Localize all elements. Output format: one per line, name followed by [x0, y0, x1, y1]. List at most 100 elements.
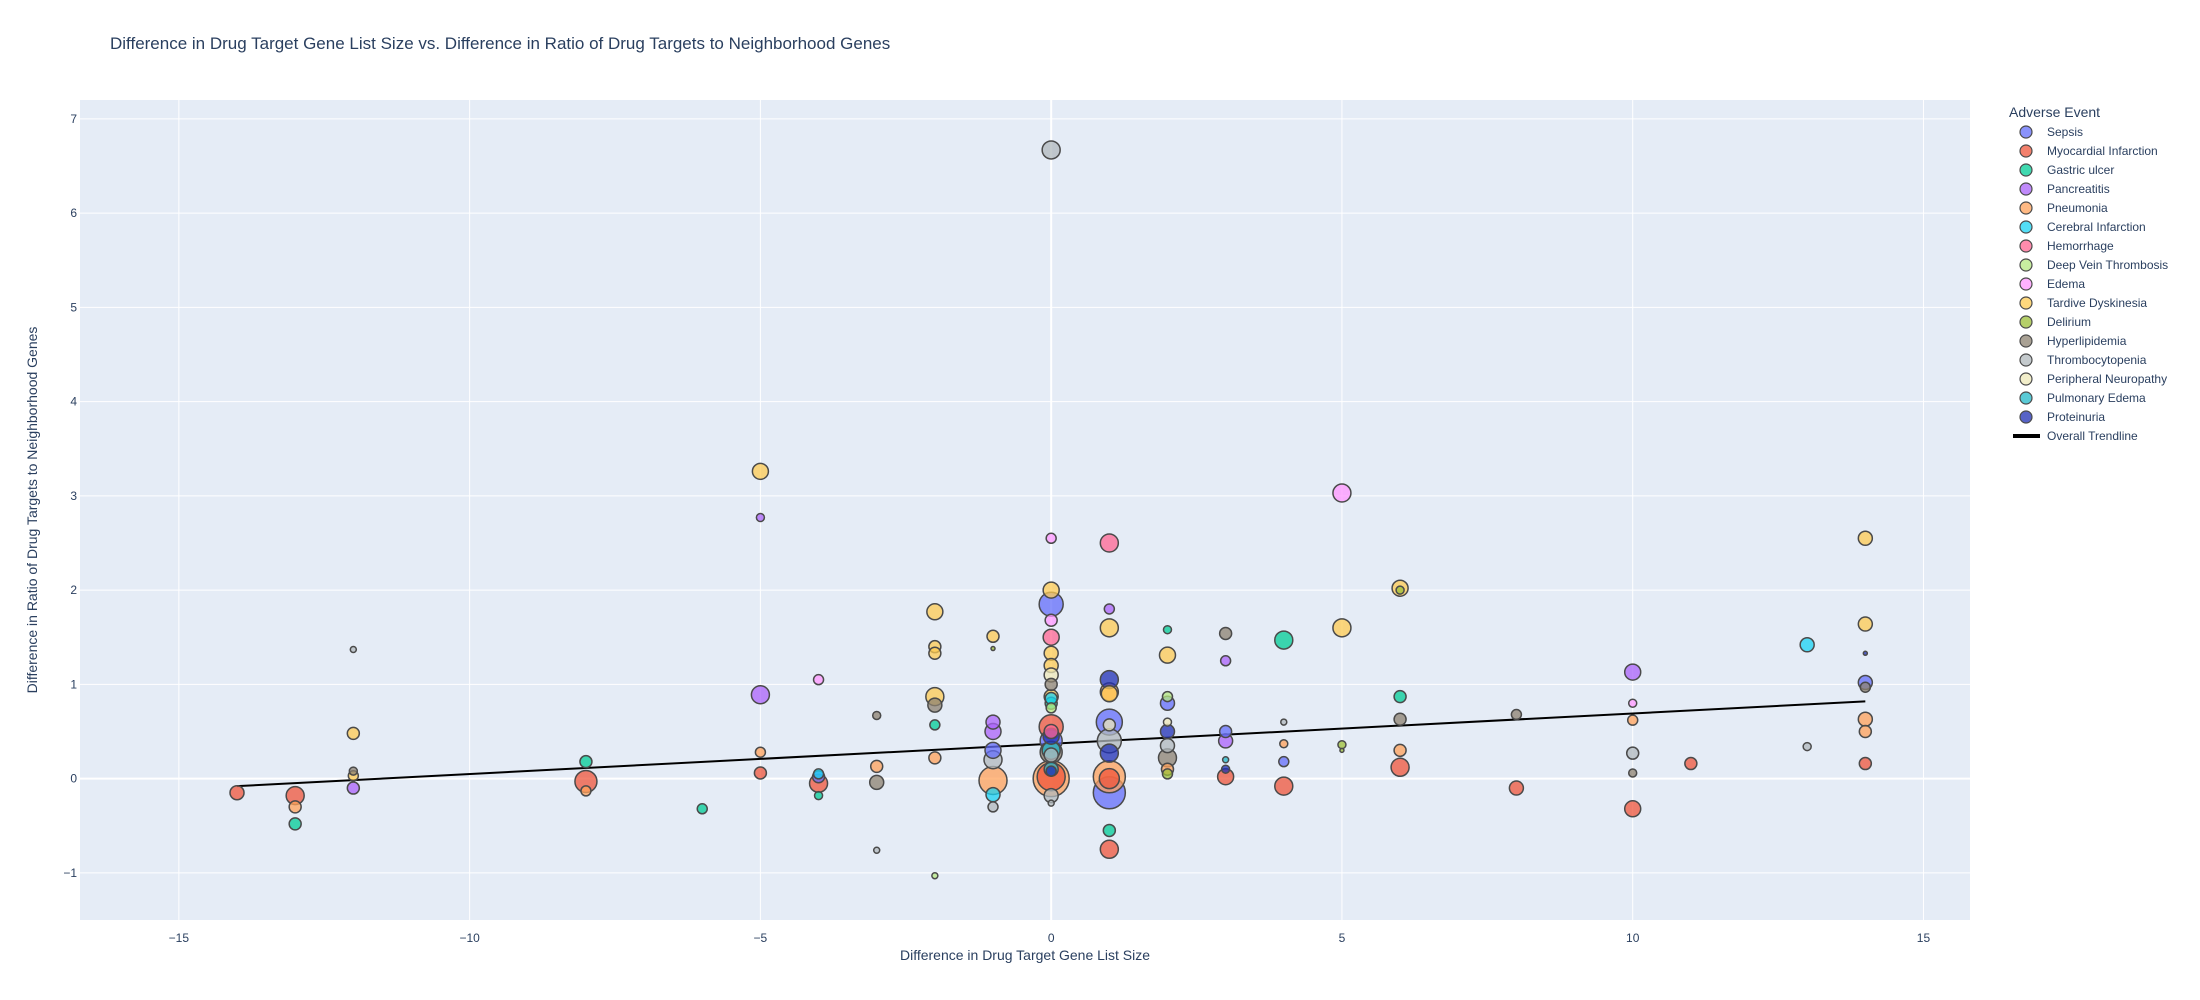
data-point-gastric-ulcer — [1274, 630, 1294, 650]
legend-label: Deep Vein Thrombosis — [2047, 258, 2168, 272]
legend-marker — [2019, 258, 2033, 272]
y-tick-label: 4 — [70, 395, 77, 409]
data-point-peripheral-neuropathy — [1102, 718, 1117, 732]
data-point-myocardial-infarction — [1098, 767, 1121, 790]
legend-marker — [2019, 201, 2033, 215]
y-tick-label: 2 — [70, 583, 77, 597]
data-point-pancreatitis — [346, 781, 361, 795]
y-tick-label: 7 — [70, 112, 77, 126]
data-point-gastric-ulcer — [1393, 689, 1407, 704]
data-point-cerebral-infarction — [812, 768, 825, 780]
data-point-tardive-dyskinesia — [1100, 685, 1119, 703]
data-point-delirium — [1395, 585, 1405, 595]
legend-label: Gastric ulcer — [2047, 163, 2114, 177]
data-point-delirium — [1339, 747, 1345, 754]
data-point-thrombocytopenia — [1802, 741, 1812, 752]
legend-marker — [2019, 296, 2033, 310]
data-point-myocardial-infarction — [1623, 800, 1642, 818]
data-point-gastric-ulcer — [1102, 823, 1117, 838]
legend-marker — [2019, 410, 2033, 424]
data-point-hyperlipidemia — [1510, 708, 1523, 721]
data-point-pneumonia — [1626, 714, 1639, 726]
x-tick-label: −15 — [169, 931, 190, 945]
data-point-hemorrhage — [1043, 723, 1059, 740]
data-point-thrombocytopenia — [987, 801, 999, 813]
data-point-pancreatitis — [1623, 663, 1642, 681]
legend-marker — [2019, 372, 2033, 386]
legend-marker — [2019, 239, 2033, 253]
data-point-proteinuria — [1220, 764, 1231, 774]
data-point-delirium — [1337, 739, 1347, 750]
legend-label: Proteinuria — [2047, 410, 2105, 424]
x-tick-label: 15 — [1917, 931, 1931, 945]
data-point-thrombocytopenia — [1625, 746, 1640, 760]
data-point-peripheral-neuropathy — [1162, 717, 1173, 727]
data-point-edema — [1627, 698, 1638, 708]
data-point-sepsis — [1218, 724, 1233, 739]
data-point-hyperlipidemia — [1044, 677, 1058, 692]
data-point-deep-vein-thrombosis — [931, 871, 939, 880]
data-point-pneumonia — [1393, 743, 1407, 758]
legend-marker — [2019, 334, 2033, 348]
data-point-pneumonia — [754, 746, 767, 758]
data-point-hyperlipidemia — [927, 697, 943, 713]
y-axis-ticks: −1 0 1 2 3 4 5 6 7 — [63, 112, 77, 880]
data-point-deep-vein-thrombosis — [1045, 702, 1057, 714]
data-point-pancreatitis — [985, 714, 1001, 730]
data-point-myocardial-infarction — [229, 785, 245, 801]
data-point-proteinuria — [1045, 765, 1057, 777]
data-point-hyperlipidemia — [1627, 768, 1638, 778]
data-point-delirium — [990, 645, 996, 652]
legend-label: Pancreatitis — [2047, 182, 2110, 196]
data-point-thrombocytopenia — [872, 846, 881, 855]
data-point-pneumonia — [869, 759, 884, 774]
legend-marker — [2019, 220, 2033, 234]
data-point-tardive-dyskinesia — [1857, 530, 1874, 547]
legend-marker — [2019, 163, 2033, 177]
data-point-hemorrhage — [1042, 628, 1060, 646]
data-point-pancreatitis — [1103, 603, 1116, 615]
chart-title: Difference in Drug Target Gene List Size… — [110, 34, 890, 53]
data-point-pneumonia — [1279, 738, 1289, 749]
legend-marker — [2019, 391, 2033, 405]
x-tick-label: 5 — [1339, 931, 1346, 945]
data-point-tardive-dyskinesia — [1857, 616, 1874, 632]
data-point-gastric-ulcer — [696, 803, 708, 815]
data-point-tardive-dyskinesia — [928, 646, 942, 661]
x-axis-ticks: −15 −10 −5 0 5 10 15 — [169, 931, 1931, 945]
data-point-pneumonia — [928, 751, 942, 765]
data-point-hyperlipidemia — [1218, 626, 1233, 641]
data-point-hyperlipidemia — [1393, 712, 1407, 726]
legend-marker — [2019, 182, 2033, 196]
data-point-thrombocytopenia — [349, 645, 358, 654]
legend-label: Overall Trendline — [2047, 429, 2138, 443]
data-point-tardive-dyskinesia — [986, 629, 1000, 644]
data-point-myocardial-infarction — [753, 766, 768, 780]
data-point-pneumonia — [1857, 711, 1874, 727]
data-points — [229, 140, 1874, 880]
data-point-thrombocytopenia — [1043, 747, 1059, 763]
data-point-gastric-ulcer — [1162, 624, 1173, 635]
data-point-hyperlipidemia — [348, 766, 359, 776]
data-point-tardive-dyskinesia — [751, 462, 770, 481]
legend-label: Hyperlipidemia — [2047, 334, 2127, 348]
data-point-tardive-dyskinesia — [1158, 646, 1177, 664]
y-tick-label: 1 — [70, 677, 77, 691]
data-point-tardive-dyskinesia — [1042, 581, 1060, 599]
legend: Adverse Event Sepsis Myocardial Infarctio… — [2009, 104, 2168, 443]
data-point-myocardial-infarction — [1684, 756, 1698, 771]
x-tick-label: −10 — [459, 931, 480, 945]
data-point-tardive-dyskinesia — [346, 726, 361, 741]
legend-marker — [2019, 277, 2033, 291]
x-tick-label: 0 — [1048, 931, 1055, 945]
legend-label: Pulmonary Edema — [2047, 391, 2146, 405]
legend-label: Delirium — [2047, 315, 2091, 329]
data-point-thrombocytopenia — [1041, 140, 1061, 160]
data-point-gastric-ulcer — [929, 719, 941, 731]
legend-marker — [2019, 125, 2033, 139]
legend-label: Peripheral Neuropathy — [2047, 372, 2167, 386]
legend-label: Sepsis — [2047, 125, 2083, 139]
data-point-pancreatitis — [750, 684, 771, 705]
data-point-gastric-ulcer — [579, 754, 593, 769]
data-point-hyperlipidemia — [868, 774, 885, 791]
